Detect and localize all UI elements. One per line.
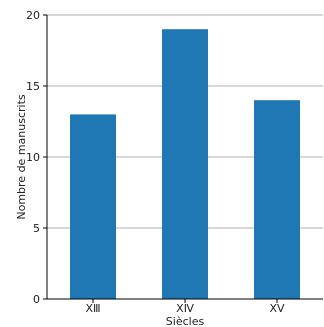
y-tick-label: 10: [26, 151, 40, 164]
bar: [70, 114, 116, 300]
y-ticks: 0 5 10 15 20: [26, 9, 47, 306]
bar: [162, 29, 208, 299]
y-tick-label: 20: [26, 9, 40, 22]
x-tick-label: XⅢ: [85, 302, 100, 315]
bars: [70, 29, 300, 300]
x-axis-label: Siècles: [166, 315, 205, 327]
y-tick-label: 15: [26, 80, 40, 93]
y-axis-label: Nombre de manuscrits: [15, 94, 28, 220]
y-tick-label: 0: [33, 293, 40, 306]
x-ticks: XⅢ XⅣ XV: [85, 299, 285, 315]
x-tick-label: XV: [269, 302, 285, 315]
y-tick-label: 5: [33, 222, 40, 235]
x-tick-label: XⅣ: [176, 302, 195, 315]
bar: [254, 100, 300, 299]
